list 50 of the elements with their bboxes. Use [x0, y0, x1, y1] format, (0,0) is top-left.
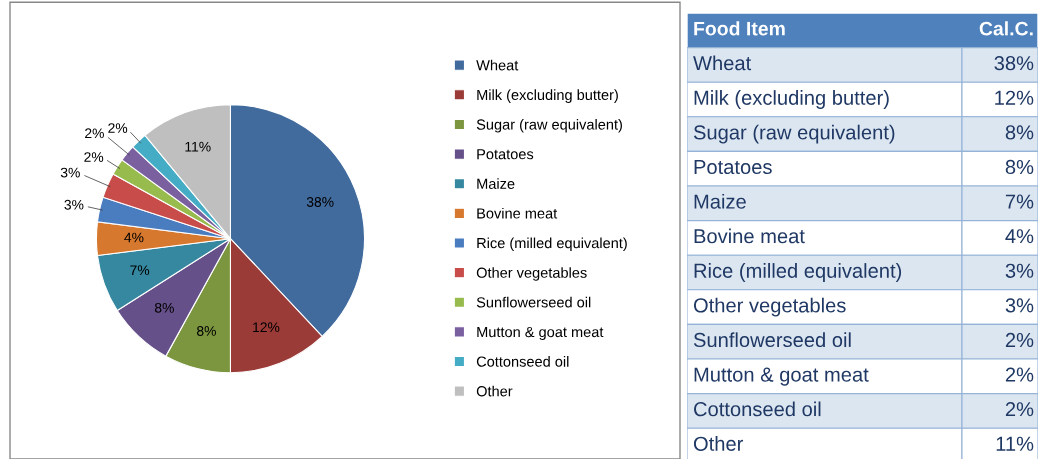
- legend-label: Cottonseed oil: [476, 356, 569, 367]
- text: 2%: [1005, 332, 1034, 348]
- legend-label: Other: [476, 385, 513, 397]
- text: 8%: [1005, 159, 1034, 175]
- legend-label: Sugar (raw equivalent): [476, 118, 622, 133]
- category-label: Milk (excluding butter): [694, 90, 889, 109]
- category-label: Sunflowerseed oil: [693, 332, 851, 348]
- data-label: 3%: [64, 199, 84, 210]
- legend-label: Wheat: [476, 59, 519, 71]
- data-label: 12%: [253, 322, 280, 333]
- data-label: 3%: [60, 167, 80, 178]
- text: Cal.C.: [979, 21, 1033, 36]
- legend-label: Milk (excluding butter): [477, 89, 618, 103]
- data-label: 2%: [85, 128, 104, 139]
- category-label: Other: [693, 436, 744, 451]
- data-label: 4%: [124, 232, 144, 243]
- legend-label: Rice (milled equivalent): [477, 237, 627, 252]
- text: 2%: [1005, 402, 1034, 417]
- text: 11%: [996, 436, 1034, 451]
- legend-label: Mutton & goat meat: [477, 326, 604, 341]
- category-label: Maize: [694, 193, 746, 209]
- data-label: 7%: [130, 265, 150, 276]
- category-label: Bovine meat: [694, 228, 805, 244]
- legend-label: Potatoes: [477, 149, 534, 160]
- category-label: Other vegetables: [693, 297, 846, 317]
- text: 4%: [1005, 229, 1034, 244]
- legend-label: Other vegetables: [476, 267, 587, 281]
- data-label: 2%: [84, 152, 104, 162]
- text: Food Item: [694, 21, 785, 36]
- text: 2%: [1005, 367, 1034, 382]
- text: 38%: [994, 56, 1034, 71]
- legend-label: Sunflowerseed oil: [476, 296, 591, 308]
- text: 8%: [1005, 125, 1034, 140]
- category-label: Sugar (raw equivalent): [693, 124, 895, 144]
- category-label: Mutton & goat meat: [694, 367, 869, 386]
- data-label: 38%: [306, 197, 334, 207]
- data-label: 8%: [154, 302, 174, 313]
- data-label: 2%: [108, 123, 128, 133]
- category-label: Wheat: [693, 55, 752, 71]
- category-label: Rice (milled equivalent): [694, 263, 902, 282]
- text: 7%: [1005, 194, 1034, 209]
- data-label: 11%: [185, 141, 211, 152]
- legend-label: Maize: [477, 178, 515, 189]
- text: 3%: [1005, 298, 1034, 313]
- text: 3%: [1005, 263, 1034, 278]
- category-label: Cottonseed oil: [694, 401, 821, 417]
- category-label: Potatoes: [694, 160, 772, 175]
- legend-label: Bovine meat: [477, 207, 558, 219]
- data-label: 8%: [197, 326, 216, 336]
- text: 12%: [995, 90, 1034, 105]
